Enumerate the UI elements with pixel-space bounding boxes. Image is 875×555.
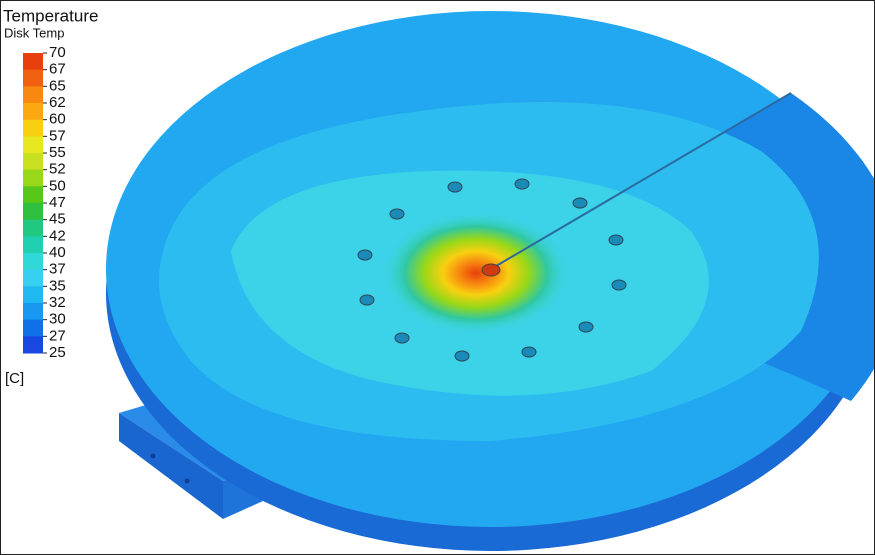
colorbar-segment [23,186,43,203]
colorbar-label: 47 [49,194,66,211]
colorbar-segment [23,203,43,220]
colorbar-label: 40 [49,244,66,261]
viewport: Temperature Disk Temp [C] 70676562605755… [0,0,875,555]
colorbar-label: 57 [49,127,66,144]
colorbar-segment [23,170,43,187]
colorbar-label: 67 [49,61,66,78]
colorbar-label: 62 [49,94,66,111]
scene: Temperature Disk Temp [C] 70676562605755… [1,1,874,554]
colorbar-segment [23,270,43,287]
colorbar-label: 50 [49,177,66,194]
colorbar-label: 60 [49,111,66,128]
legend-title: Temperature [3,6,98,25]
colorbar-label: 42 [49,227,66,244]
colorbar-segment [23,103,43,120]
colorbar-label: 25 [49,344,66,361]
legend-unit: [C] [5,370,24,387]
colorbar-label: 45 [49,211,66,228]
colorbar-label: 52 [49,161,66,178]
colorbar-segment [23,303,43,320]
legend-subtitle: Disk Temp [4,25,64,40]
colorbar-segment [23,336,43,353]
legend: Temperature Disk Temp [C] 70676562605755… [3,6,98,386]
colorbar-segment [23,70,43,87]
colorbar-label: 37 [49,261,66,278]
colorbar-label: 32 [49,294,66,311]
colorbar-segment [23,53,43,70]
colorbar-label: 55 [49,144,66,161]
colorbar-segment [23,86,43,103]
colorbar-label: 27 [49,327,66,344]
colorbar-segment [23,120,43,137]
colorbar-label: 70 [49,44,66,61]
center-hole [482,264,500,276]
colorbar-segment [23,320,43,337]
colorbar-segment [23,136,43,153]
hotspot [381,211,571,335]
colorbar-segment [23,153,43,170]
colorbar-label: 35 [49,277,66,294]
colorbar-segment [23,220,43,237]
colorbar-segment [23,286,43,303]
colorbar-segment [23,253,43,270]
colorbar-segment [23,236,43,253]
colorbar-label: 65 [49,77,66,94]
colorbar-label: 30 [49,311,66,328]
